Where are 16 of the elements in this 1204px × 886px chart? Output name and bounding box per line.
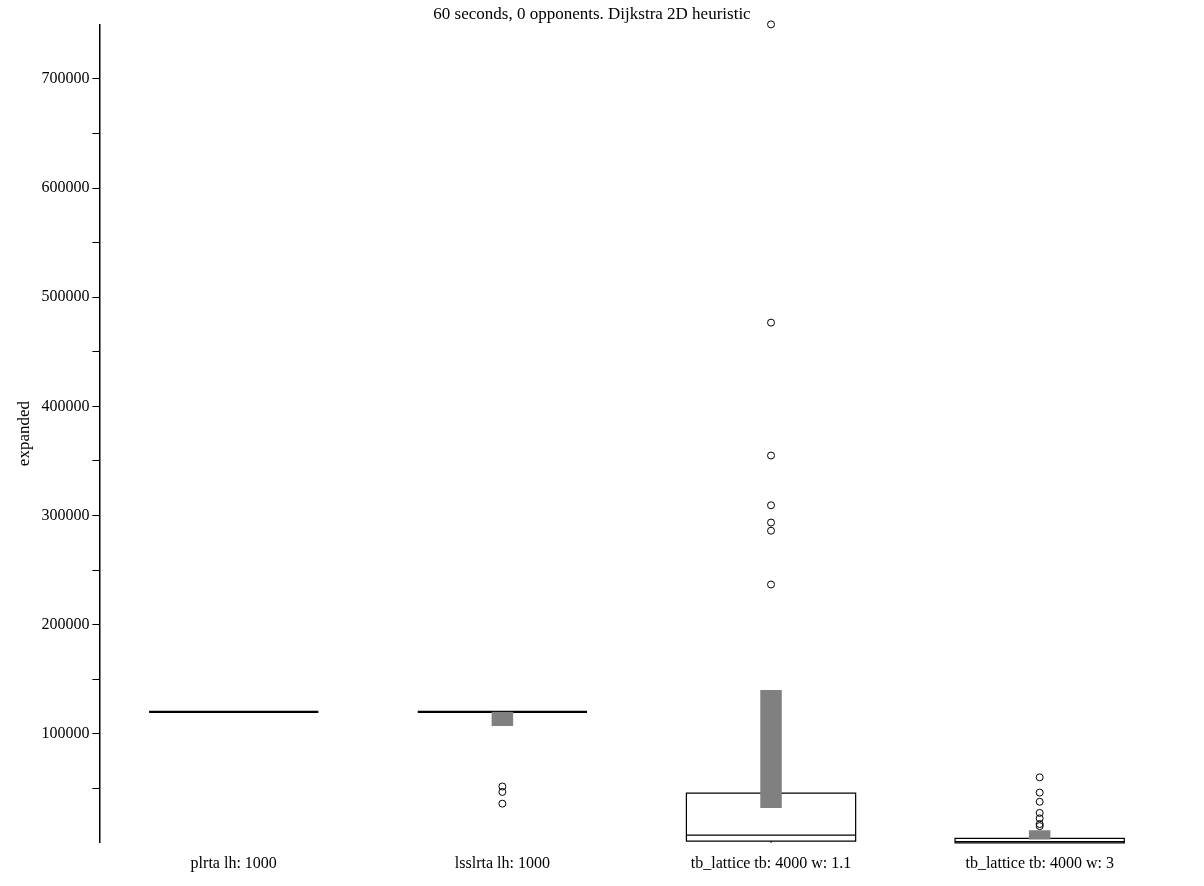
- bar: [760, 690, 782, 808]
- chart-title: 60 seconds, 0 opponents. Dijkstra 2D heuristic: [433, 3, 752, 23]
- x-tick-label: tb_lattice tb: 4000 w: 3: [965, 853, 1114, 871]
- y-axis-title: expanded: [13, 400, 33, 467]
- y-tick-label: 600000: [41, 178, 90, 196]
- y-tick-label: 300000: [41, 505, 90, 523]
- x-tick-label: tb_lattice tb: 4000 w: 1.1: [690, 853, 852, 871]
- y-tick-label: 100000: [41, 723, 90, 741]
- y-tick-label: 700000: [41, 69, 90, 87]
- x-tick-label: lsslrta lh: 1000: [454, 853, 550, 871]
- y-tick-label: 500000: [41, 287, 90, 305]
- x-tick-label: plrta lh: 1000: [190, 853, 277, 872]
- y-tick-label: 400000: [41, 396, 90, 414]
- bar: [491, 711, 514, 727]
- bar: [1028, 830, 1051, 840]
- y-tick-label: 200000: [41, 614, 90, 632]
